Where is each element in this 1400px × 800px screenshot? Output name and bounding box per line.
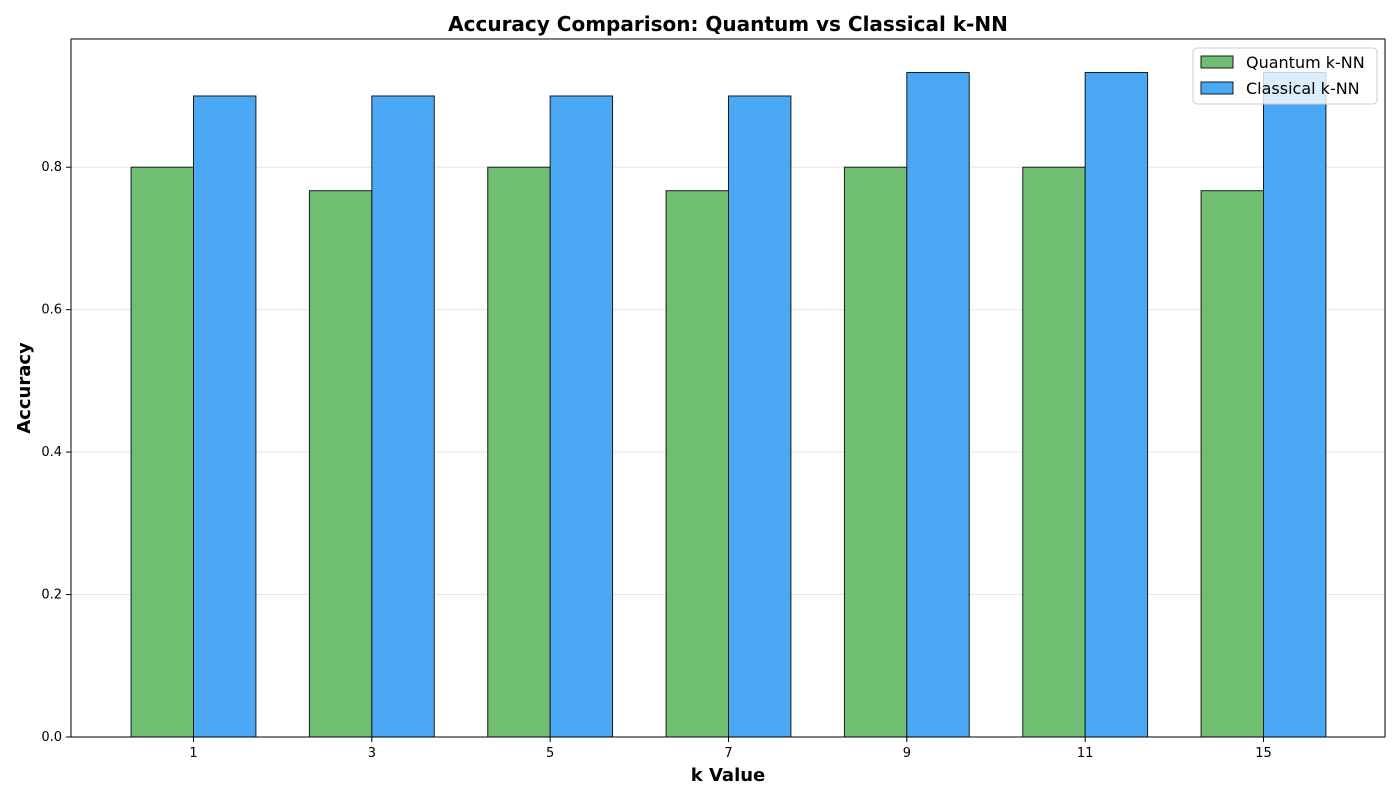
chart-title: Accuracy Comparison: Quantum vs Classica… xyxy=(448,12,1008,36)
bar-classical-k5 xyxy=(549,95,614,738)
x-axis-label: k Value xyxy=(691,765,766,786)
y-tick-label: 0.8 xyxy=(41,160,62,175)
bar-classical-k3 xyxy=(371,95,435,738)
bar-classical-k11 xyxy=(1084,71,1149,738)
legend: Quantum k-NN Classical k-NN xyxy=(1192,47,1378,105)
x-tick-label: 3 xyxy=(368,746,376,761)
bar-classical-k15 xyxy=(1263,71,1327,738)
x-tick-label: 5 xyxy=(546,746,554,761)
bar-quantum-k3 xyxy=(308,190,373,738)
bar-quantum-k1 xyxy=(130,166,194,738)
x-tick-label: 9 xyxy=(903,746,911,761)
bar-classical-k1 xyxy=(193,95,257,738)
y-tick-label: 0.0 xyxy=(41,730,62,745)
legend-label-classical: Classical k-NN xyxy=(1246,79,1360,98)
bar-quantum-k7 xyxy=(665,190,729,738)
y-tick-label: 0.4 xyxy=(41,445,62,460)
bar-classical-k9 xyxy=(906,71,970,738)
y-tick-label: 0.6 xyxy=(41,303,62,318)
x-tick-label: 11 xyxy=(1077,746,1094,761)
x-tick-label: 1 xyxy=(189,746,197,761)
bars xyxy=(130,71,1327,738)
bar-classical-k7 xyxy=(728,95,792,738)
bar-quantum-k11 xyxy=(1022,166,1086,738)
legend-swatch-classical xyxy=(1200,81,1234,95)
legend-box xyxy=(1192,47,1378,105)
bar-quantum-k5 xyxy=(487,166,551,738)
legend-swatch-quantum xyxy=(1200,55,1234,69)
bar-quantum-k15 xyxy=(1200,190,1265,738)
y-axis-label: Accuracy xyxy=(14,342,35,434)
axes: 0.0 0.2 0.4 0.6 0.8 1 3 5 7 9 11 15 xyxy=(41,160,1271,761)
legend-label-quantum: Quantum k-NN xyxy=(1246,53,1365,72)
x-tick-label: 7 xyxy=(724,746,732,761)
x-tick-label: 15 xyxy=(1255,746,1272,761)
bar-quantum-k9 xyxy=(843,166,908,738)
y-tick-label: 0.2 xyxy=(41,588,62,603)
